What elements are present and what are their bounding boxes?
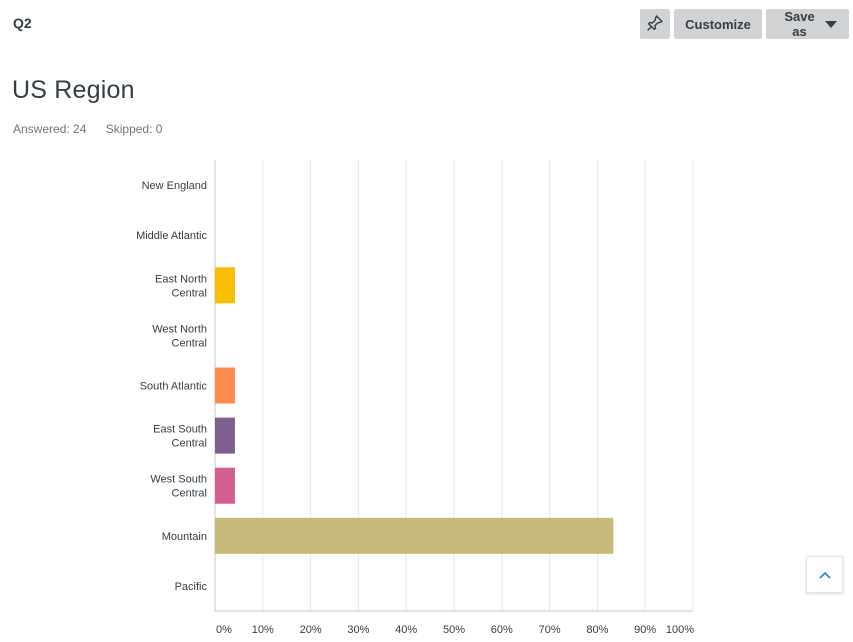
category-label: East South [153,424,207,436]
x-tick-label: 80% [586,624,608,636]
save-as-label: Save as [784,9,815,39]
category-label: Central [172,337,207,349]
category-label: Mountain [162,531,207,543]
caret-down-icon [825,20,837,28]
x-tick-label: 40% [395,624,417,636]
bar [215,517,614,554]
x-tick-label: 50% [443,624,465,636]
category-label: Central [172,287,207,299]
response-stats: Answered: 24 Skipped: 0 [13,122,162,136]
x-tick-label: 70% [539,624,561,636]
question-title: US Region [12,76,135,104]
bar [215,267,235,304]
category-label: East North [155,273,207,285]
bar [215,417,235,454]
skipped-count: Skipped: 0 [105,122,163,136]
pin-icon [646,14,664,35]
x-tick-label: 100% [666,624,694,636]
category-label: Central [172,488,207,500]
category-label: South Atlantic [140,381,208,393]
answered-count: Answered: 24 [13,122,87,136]
pin-button[interactable] [640,9,670,39]
x-tick-label: 10% [252,624,274,636]
x-tick-label: 30% [347,624,369,636]
x-tick-label: 90% [634,624,656,636]
toolbar: Customize Save as [640,9,849,39]
category-label: West North [152,323,207,335]
category-label: New England [142,180,207,192]
bar [215,467,235,504]
save-as-button[interactable]: Save as [766,9,849,39]
category-label: West South [150,474,207,486]
x-tick-label: 20% [300,624,322,636]
category-label: Central [172,438,207,450]
question-number: Q2 [13,15,32,31]
x-tick-label: 60% [491,624,513,636]
category-label: Pacific [175,581,208,593]
customize-button[interactable]: Customize [674,9,762,39]
back-to-top-button[interactable] [806,556,843,593]
chevron-up-icon [818,566,831,584]
x-tick-label: 0% [216,624,232,636]
category-label: Middle Atlantic [136,230,207,242]
bar-chart: New England Middle Atlantic East North Cent… [136,160,694,636]
bar [215,367,235,404]
